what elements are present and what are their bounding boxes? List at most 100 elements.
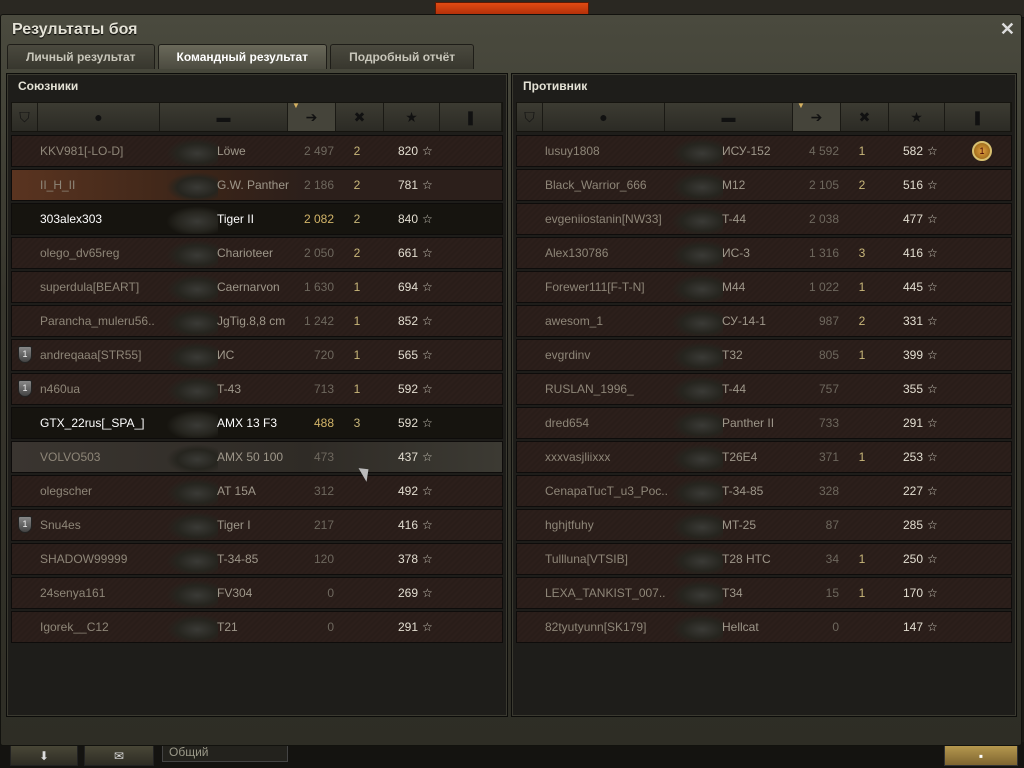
xp-icon[interactable]: ★: [384, 103, 440, 131]
player-row[interactable]: dred654 Panther II 733 291 ☆: [516, 407, 1012, 439]
star-icon: ☆: [422, 484, 433, 498]
player-row[interactable]: superdula[BEART] Caernarvon 1 630 1 694 ☆: [11, 271, 503, 303]
frags-value: 1: [353, 280, 361, 294]
player-row[interactable]: KKV981[-LO-D] Löwe 2 497 2 820 ☆: [11, 135, 503, 167]
player-name: awesom_1: [545, 314, 604, 328]
close-icon[interactable]: ✕: [999, 19, 1015, 39]
xp-icon[interactable]: ★: [889, 103, 945, 131]
sort-arrow-icon: ▼: [797, 101, 805, 110]
xp-value: 291: [902, 416, 923, 430]
squad-icon[interactable]: ⛉: [12, 103, 38, 131]
player-row[interactable]: 1 n460ua T-43 713 1 592 ☆: [11, 373, 503, 405]
player-name: lusuy1808: [545, 144, 600, 158]
player-row[interactable]: awesom_1 СУ-14-1 987 2 331 ☆: [516, 305, 1012, 337]
player-row[interactable]: Igorek__C12 T21 0 291 ☆: [11, 611, 503, 643]
notifications-button[interactable]: ▪: [944, 744, 1018, 766]
tank-icon[interactable]: ▬: [665, 103, 793, 131]
frags-value: 1: [858, 280, 866, 294]
tank-name: M12: [722, 178, 746, 192]
player-row[interactable]: xxxvasjliixxx T26E4 371 1 253 ☆: [516, 441, 1012, 473]
player-row[interactable]: CenapaTucT_u3_Poc.. T-34-85 328 227 ☆: [516, 475, 1012, 507]
player-name: SHADOW99999: [40, 552, 128, 566]
medal-icon[interactable]: ❚: [945, 103, 1011, 131]
star-icon: ☆: [927, 484, 938, 498]
star-icon: ☆: [422, 416, 433, 430]
player-row[interactable]: Parancha_muleru56.. JgTig.8,8 cm 1 242 1 852…: [11, 305, 503, 337]
player-name: xxxvasjliixxx: [545, 450, 611, 464]
player-row[interactable]: 24senya161 FV304 0 269 ☆: [11, 577, 503, 609]
star-icon: ☆: [927, 314, 938, 328]
player-row[interactable]: evgrdinv T32 805 1 399 ☆: [516, 339, 1012, 371]
tank-icon: [166, 206, 218, 234]
platoon-badge-icon: 1: [18, 380, 32, 397]
tab-detailed[interactable]: Подробный отчёт: [330, 44, 475, 69]
damage-icon[interactable]: ➔ ▼: [288, 101, 336, 131]
player-name: LEXA_TANKIST_007..: [545, 586, 666, 600]
tank-name: T28 HTC: [722, 552, 771, 566]
player-row[interactable]: II_H_II G.W. Panther 2 186 2 781 ☆: [11, 169, 503, 201]
tank-name: MT-25: [722, 518, 757, 532]
star-icon: ☆: [927, 586, 938, 600]
damage-value: 371: [818, 450, 839, 464]
damage-value: 15: [825, 586, 839, 600]
player-row[interactable]: 1 andreqaaa[STR55] ИС 720 1 565 ☆: [11, 339, 503, 371]
player-row[interactable]: evgeniiostanin[NW33] T-44 2 038 477 ☆: [516, 203, 1012, 235]
player-row[interactable]: Forewer111[F-T-N] M44 1 022 1 445 ☆: [516, 271, 1012, 303]
player-row[interactable]: Tullluna[VTSIB] T28 HTC 34 1 250 ☆: [516, 543, 1012, 575]
player-name: Snu4es: [40, 518, 81, 532]
damage-value: 488: [313, 416, 334, 430]
damage-value: 1 242: [303, 314, 334, 328]
player-row[interactable]: SHADOW99999 T-34-85 120 378 ☆: [11, 543, 503, 575]
squad-icon[interactable]: ⛉: [517, 103, 543, 131]
player-row[interactable]: 82tyutyunn[SK179] Hellcat 0 147 ☆: [516, 611, 1012, 643]
player-row[interactable]: lusuy1808 ИСУ-152 4 592 1 582 ☆ 1: [516, 135, 1012, 167]
xp-value: 399: [902, 348, 923, 362]
damage-value: 1 022: [808, 280, 839, 294]
tab-team[interactable]: Командный результат: [157, 44, 328, 69]
player-name: Tullluna[VTSIB]: [545, 552, 628, 566]
tank-name: AT 15A: [217, 484, 256, 498]
xp-value: 170: [902, 586, 923, 600]
xp-value: 331: [902, 314, 923, 328]
tank-name: T-34-85: [722, 484, 764, 498]
chat-channel-button[interactable]: Общий: [162, 744, 288, 762]
player-name: 24senya161: [40, 586, 106, 600]
tank-icon[interactable]: ▬: [160, 103, 288, 131]
player-name: evgeniiostanin[NW33]: [545, 212, 662, 226]
xp-value: 582: [902, 144, 923, 158]
frags-icon[interactable]: ✖: [841, 103, 889, 131]
player-icon[interactable]: ●: [38, 103, 160, 131]
player-row[interactable]: 303alex303 Tiger II 2 082 2 840 ☆: [11, 203, 503, 235]
xp-value: 253: [902, 450, 923, 464]
tank-name: T34: [722, 586, 743, 600]
frags-value: 2: [353, 144, 361, 158]
player-icon[interactable]: ●: [543, 103, 665, 131]
download-icon[interactable]: ⬇: [10, 744, 78, 766]
player-row[interactable]: 1 Snu4es Tiger I 217 416 ☆: [11, 509, 503, 541]
xp-value: 840: [397, 212, 418, 226]
player-row[interactable]: VOLVO503 AMX 50 100 473 437 ☆: [11, 441, 503, 473]
tank-name: AMX 50 100: [217, 450, 284, 464]
chat-icon[interactable]: ✉: [84, 744, 154, 766]
damage-icon[interactable]: ➔ ▼: [793, 101, 841, 131]
player-row[interactable]: hghjtfuhy MT-25 87 285 ☆: [516, 509, 1012, 541]
player-row[interactable]: olegscher AT 15A 312 492 ☆: [11, 475, 503, 507]
tank-name: Hellcat: [722, 620, 759, 634]
damage-value: 87: [825, 518, 839, 532]
player-row[interactable]: Alex130786 ИС-3 1 316 3 416 ☆: [516, 237, 1012, 269]
player-row[interactable]: Black_Warrior_666 M12 2 105 2 516 ☆: [516, 169, 1012, 201]
damage-value: 2 082: [303, 212, 334, 226]
player-row[interactable]: olego_dv65reg Charioteer 2 050 2 661 ☆: [11, 237, 503, 269]
tab-personal[interactable]: Личный результат: [7, 44, 155, 69]
player-row[interactable]: RUSLAN_1996_ T-44 757 355 ☆: [516, 373, 1012, 405]
player-row[interactable]: GTX_22rus[_SPA_] AMX 13 F3 488 3 592 ☆: [11, 407, 503, 439]
xp-value: 820: [397, 144, 418, 158]
frags-value: 1: [858, 552, 866, 566]
xp-value: 445: [902, 280, 923, 294]
frags-icon[interactable]: ✖: [336, 103, 384, 131]
xp-value: 416: [397, 518, 418, 532]
medal-icon[interactable]: ❚: [440, 103, 502, 131]
tank-icon: [166, 376, 218, 404]
player-name: Parancha_muleru56..: [40, 314, 155, 328]
player-row[interactable]: LEXA_TANKIST_007.. T34 15 1 170 ☆: [516, 577, 1012, 609]
